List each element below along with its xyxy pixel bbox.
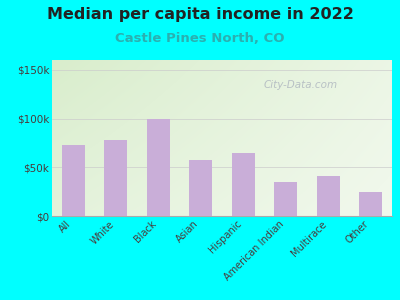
Bar (146, 119, 170, 216)
Bar (62, 145, 85, 216)
Bar (232, 153, 255, 216)
Text: Castle Pines North, CO: Castle Pines North, CO (115, 32, 285, 44)
Bar (104, 140, 128, 216)
Bar (316, 176, 340, 216)
Bar (189, 160, 212, 216)
Text: Median per capita income in 2022: Median per capita income in 2022 (46, 8, 354, 22)
Text: City-Data.com: City-Data.com (263, 80, 337, 90)
Bar (359, 192, 382, 216)
Bar (274, 182, 298, 216)
